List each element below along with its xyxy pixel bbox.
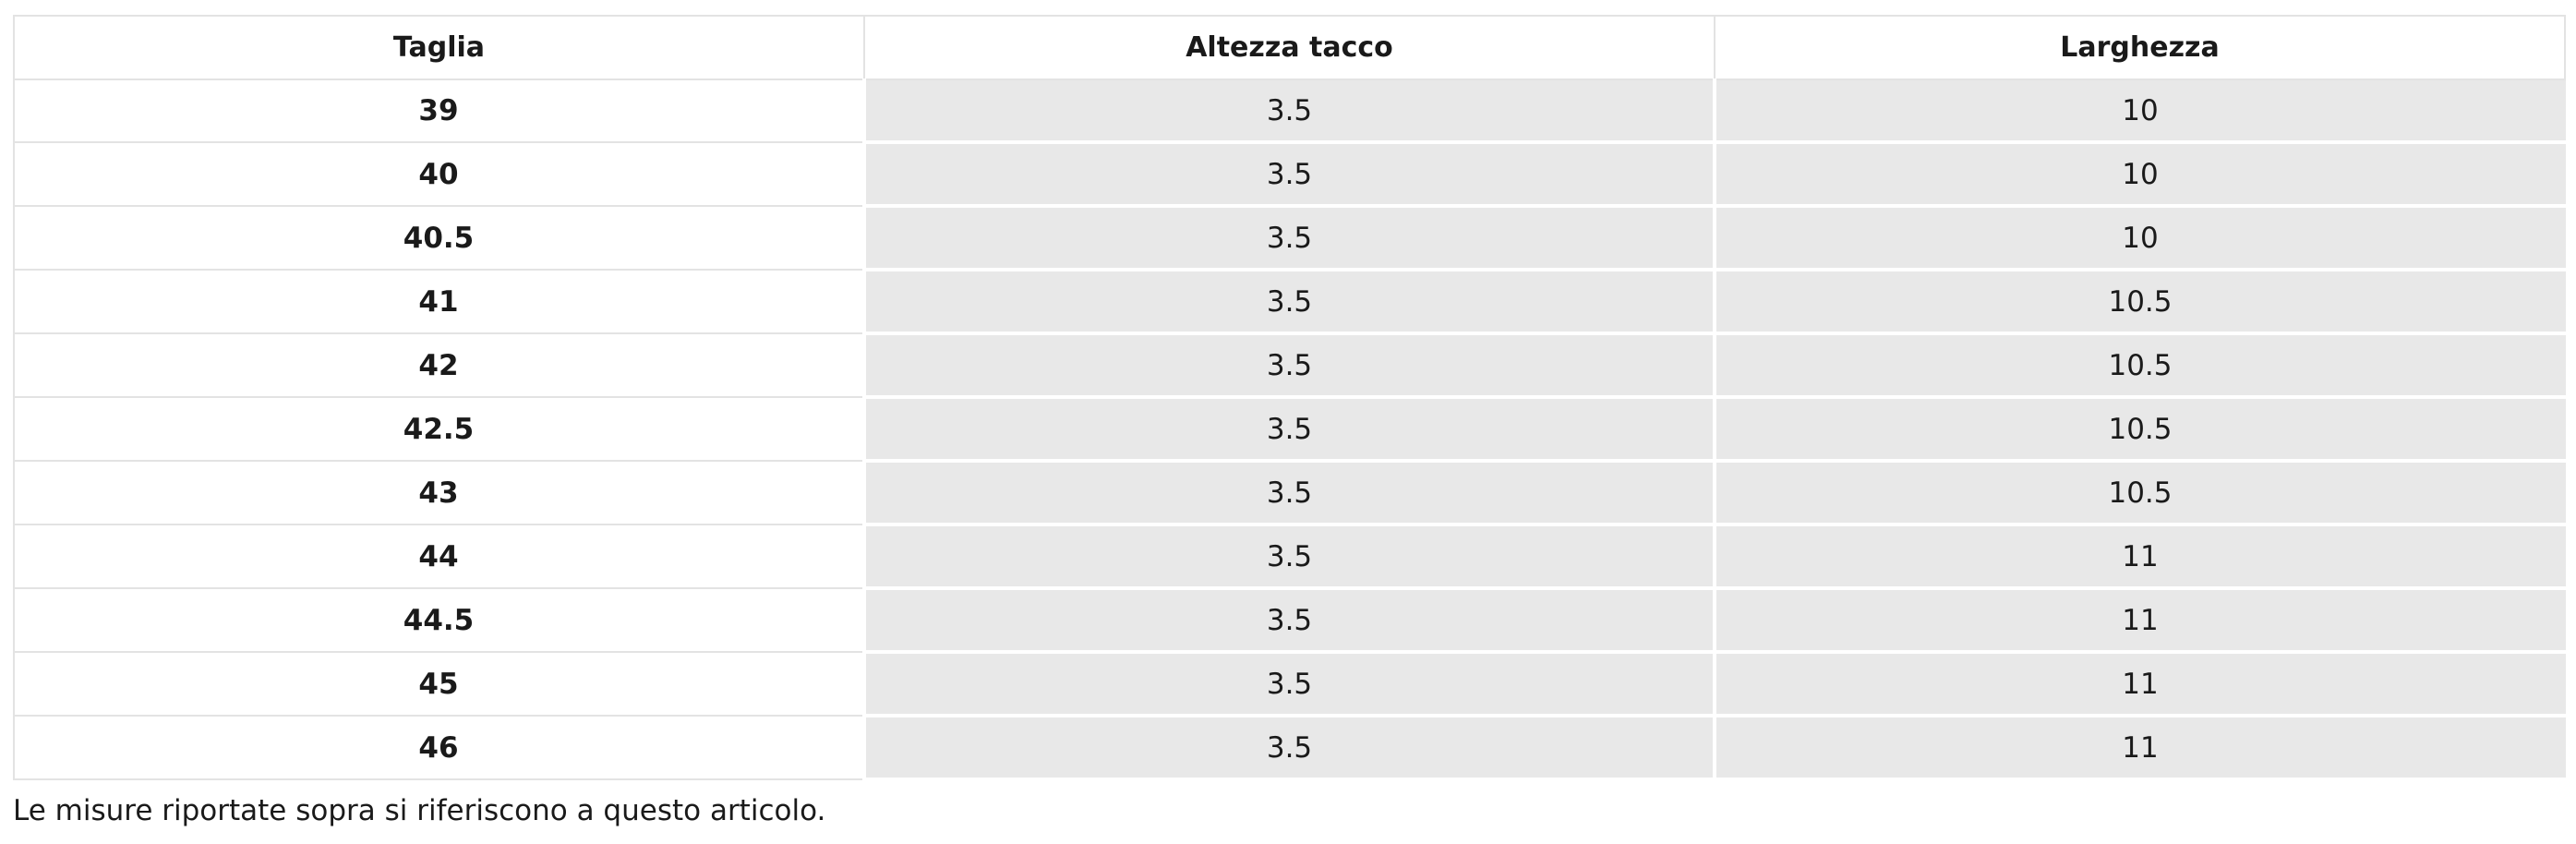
column-header-larghezza: Larghezza — [1714, 15, 2566, 80]
cell-larghezza: 10 — [1713, 79, 2566, 144]
size-chart: Taglia Altezza tacco Larghezza 39 3.5 10 40… — [13, 15, 2566, 781]
cell-larghezza: 10.5 — [1713, 270, 2566, 335]
table-row: 43 3.5 10.5 — [13, 461, 2566, 526]
cell-altezza-tacco: 3.5 — [862, 461, 1715, 526]
table-row: 40.5 3.5 10 — [13, 206, 2566, 271]
cell-larghezza: 11 — [1713, 588, 2566, 654]
column-header-taglia: Taglia — [13, 15, 865, 80]
size-table: Taglia Altezza tacco Larghezza 39 3.5 10 40… — [13, 15, 2566, 781]
table-row: 39 3.5 10 — [13, 79, 2566, 144]
cell-taglia: 39 — [13, 79, 864, 143]
cell-altezza-tacco: 3.5 — [862, 142, 1715, 208]
cell-taglia: 41 — [13, 270, 864, 334]
table-row: 41 3.5 10.5 — [13, 270, 2566, 335]
cell-altezza-tacco: 3.5 — [862, 333, 1715, 399]
cell-larghezza: 10.5 — [1713, 461, 2566, 526]
cell-altezza-tacco: 3.5 — [862, 397, 1715, 463]
table-row: 45 3.5 11 — [13, 652, 2566, 717]
cell-taglia: 45 — [13, 652, 864, 717]
table-row: 44.5 3.5 11 — [13, 588, 2566, 654]
cell-altezza-tacco: 3.5 — [862, 270, 1715, 335]
cell-larghezza: 11 — [1713, 652, 2566, 717]
cell-larghezza: 11 — [1713, 716, 2566, 781]
table-row: 44 3.5 11 — [13, 524, 2566, 590]
cell-taglia: 44.5 — [13, 588, 864, 653]
cell-altezza-tacco: 3.5 — [862, 652, 1715, 717]
cell-larghezza: 10 — [1713, 142, 2566, 208]
table-row: 42.5 3.5 10.5 — [13, 397, 2566, 463]
cell-altezza-tacco: 3.5 — [862, 588, 1715, 654]
table-header-row: Taglia Altezza tacco Larghezza — [13, 15, 2566, 80]
cell-taglia: 40 — [13, 142, 864, 207]
column-header-altezza-tacco: Altezza tacco — [863, 15, 1715, 80]
cell-altezza-tacco: 3.5 — [862, 524, 1715, 590]
cell-taglia: 43 — [13, 461, 864, 525]
cell-altezza-tacco: 3.5 — [862, 206, 1715, 271]
cell-taglia: 42 — [13, 333, 864, 398]
cell-larghezza: 10 — [1713, 206, 2566, 271]
size-footnote: Le misure riportate sopra si riferiscono… — [13, 794, 826, 827]
cell-larghezza: 10.5 — [1713, 333, 2566, 399]
cell-larghezza: 11 — [1713, 524, 2566, 590]
cell-altezza-tacco: 3.5 — [862, 79, 1715, 144]
table-row: 42 3.5 10.5 — [13, 333, 2566, 399]
cell-altezza-tacco: 3.5 — [862, 716, 1715, 781]
cell-taglia: 44 — [13, 524, 864, 589]
table-row: 46 3.5 11 — [13, 716, 2566, 781]
table-body: 39 3.5 10 40 3.5 10 40.5 3.5 10 41 3.5 10.5 42 3.5 10.… — [13, 79, 2566, 781]
cell-taglia: 42.5 — [13, 397, 864, 462]
cell-larghezza: 10.5 — [1713, 397, 2566, 463]
table-row: 40 3.5 10 — [13, 142, 2566, 208]
cell-taglia: 40.5 — [13, 206, 864, 271]
cell-taglia: 46 — [13, 716, 864, 780]
